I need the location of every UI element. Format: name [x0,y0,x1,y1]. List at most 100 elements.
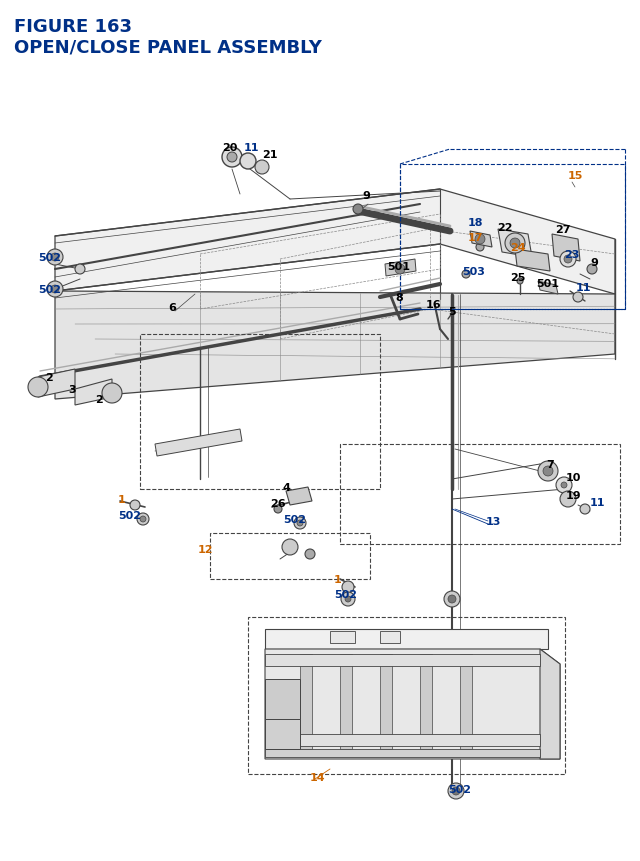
Circle shape [297,520,303,526]
Circle shape [342,581,354,593]
Circle shape [560,492,576,507]
Circle shape [282,539,298,555]
Circle shape [395,264,405,275]
Circle shape [587,264,597,275]
Polygon shape [265,649,560,759]
Bar [340,654,352,749]
Text: 21: 21 [262,150,278,160]
Bar [265,734,540,746]
Bar [380,654,392,749]
Circle shape [75,264,85,275]
Circle shape [102,383,122,404]
Text: 10: 10 [566,473,581,482]
Polygon shape [286,487,312,505]
Circle shape [345,597,351,603]
Circle shape [556,478,572,493]
Circle shape [305,549,315,560]
Circle shape [294,517,306,530]
Circle shape [452,787,460,795]
Text: 502: 502 [38,285,61,294]
Circle shape [561,482,567,488]
Circle shape [448,784,464,799]
Polygon shape [515,250,550,272]
Text: 5: 5 [448,307,456,317]
Polygon shape [155,430,242,456]
Text: 501: 501 [536,279,559,288]
Circle shape [341,592,355,606]
Circle shape [255,161,269,175]
Circle shape [130,500,140,511]
Text: 11: 11 [244,143,259,152]
Text: 16: 16 [426,300,442,310]
Bar [400,164,625,310]
Bar [340,444,620,544]
Circle shape [462,270,470,279]
Bar [248,617,565,774]
Bar [380,631,400,643]
Text: OPEN/CLOSE PANEL ASSEMBLY: OPEN/CLOSE PANEL ASSEMBLY [14,38,322,56]
Text: 4: 4 [282,482,290,492]
Circle shape [28,378,48,398]
Text: 1: 1 [334,574,342,585]
Circle shape [137,513,149,525]
Circle shape [240,154,256,170]
Polygon shape [265,679,300,719]
Circle shape [274,505,282,513]
Text: 25: 25 [510,273,525,282]
Circle shape [517,279,523,285]
Text: 502: 502 [118,511,141,520]
Text: 17: 17 [468,232,483,243]
Bar [460,654,472,749]
Circle shape [353,205,363,214]
Polygon shape [498,230,532,257]
Circle shape [560,251,576,268]
Text: 20: 20 [222,143,237,152]
Circle shape [475,235,485,245]
Circle shape [564,256,572,263]
Text: 7: 7 [546,460,554,469]
Circle shape [51,286,59,294]
Circle shape [222,148,242,168]
Polygon shape [385,260,416,276]
Polygon shape [470,232,492,248]
Circle shape [51,254,59,262]
Text: 19: 19 [566,491,582,500]
Text: 15: 15 [568,170,584,181]
Text: 9: 9 [590,257,598,268]
Bar [210,533,370,579]
Text: 9: 9 [362,191,370,201]
Text: 6: 6 [168,303,176,313]
Bar [300,654,312,749]
Polygon shape [55,189,615,294]
Text: 1: 1 [118,494,125,505]
Text: 27: 27 [555,225,570,235]
Polygon shape [38,369,75,398]
Text: 11: 11 [590,498,605,507]
Bar [140,335,380,489]
Polygon shape [538,282,558,294]
Circle shape [47,250,63,266]
Text: 22: 22 [497,223,513,232]
Polygon shape [55,292,615,400]
Bar [420,654,432,749]
Text: FIGURE 163: FIGURE 163 [14,18,132,36]
Text: 14: 14 [310,772,326,782]
Bar [330,631,355,643]
Text: 502: 502 [283,514,306,524]
Text: 18: 18 [468,218,483,228]
Circle shape [543,467,553,476]
Circle shape [47,282,63,298]
Circle shape [538,461,558,481]
Polygon shape [552,235,580,262]
Text: 13: 13 [486,517,501,526]
Text: 8: 8 [395,293,403,303]
Text: 23: 23 [564,250,579,260]
Circle shape [580,505,590,514]
Circle shape [227,152,237,163]
Text: 11: 11 [576,282,591,293]
Text: 26: 26 [270,499,285,508]
Text: 502: 502 [448,784,471,794]
Text: 12: 12 [198,544,214,554]
Text: 3: 3 [68,385,76,394]
Polygon shape [265,629,548,649]
